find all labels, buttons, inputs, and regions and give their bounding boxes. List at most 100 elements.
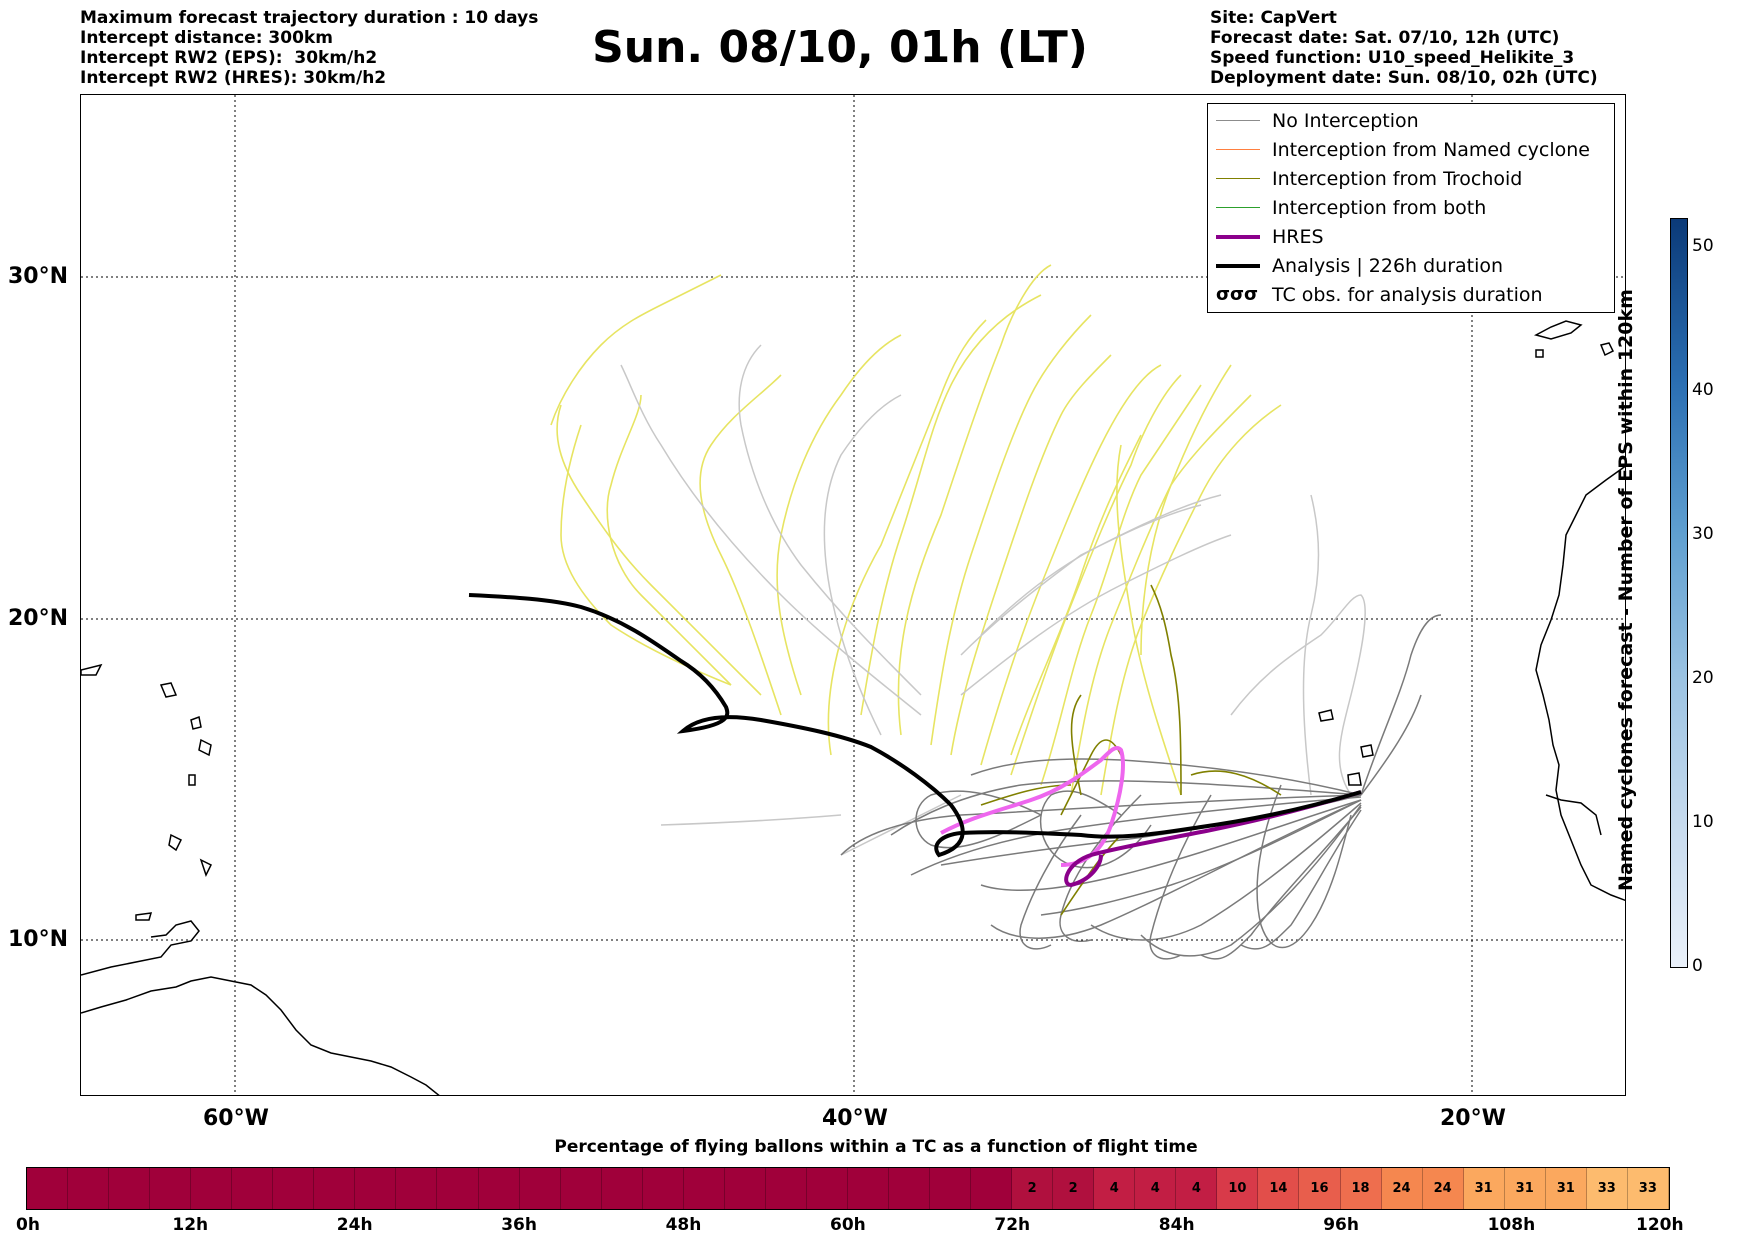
percentage-segment: 31 <box>1545 1168 1587 1209</box>
lat-label-20n: 20°N <box>8 606 69 631</box>
percentage-segment <box>560 1168 602 1209</box>
coastlines <box>81 320 1625 1095</box>
legend-label: Interception from Named cyclone <box>1272 138 1590 161</box>
header-left-line: Intercept RW2 (EPS): 30km/h2 <box>80 48 378 68</box>
legend-item-analysis: Analysis | 226h duration <box>1208 251 1503 280</box>
percentage-segment: 18 <box>1340 1168 1382 1209</box>
percentage-segment: 14 <box>1258 1168 1300 1209</box>
percentage-segment: 31 <box>1463 1168 1505 1209</box>
percentage-segment <box>847 1168 889 1209</box>
legend-item-trochoid: Interception from Trochoid <box>1208 164 1522 193</box>
legend-label: Analysis | 226h duration <box>1272 254 1504 277</box>
legend-item-both: Interception from both <box>1208 193 1486 222</box>
percentage-segment <box>232 1168 274 1209</box>
header-right-info: Site: CapVert Forecast date: Sat. 07/10,… <box>1210 8 1598 88</box>
percentage-segment: 10 <box>1217 1168 1259 1209</box>
map-canvas <box>81 95 1625 1095</box>
coast-caribbean-islands <box>81 663 213 921</box>
percentage-segment <box>519 1168 561 1209</box>
percentage-segment <box>765 1168 807 1209</box>
legend-swatch <box>1216 234 1260 239</box>
coast-africa-detail <box>1545 794 1602 836</box>
hour-label: 48h <box>665 1215 702 1235</box>
legend-item-tc-obs: σσσ TC obs. for analysis duration <box>1208 280 1543 309</box>
percentage-bar-title: Percentage of flying ballons within a TC… <box>554 1137 1198 1157</box>
percentage-segment <box>724 1168 766 1209</box>
percentage-segment: 4 <box>1176 1168 1218 1209</box>
eps-trajectories-no-intercept-light <box>620 344 1366 856</box>
page-title: Sun. 08/10, 01h (LT) <box>592 22 1088 73</box>
legend-label: HRES <box>1272 225 1324 248</box>
percentage-segment: 4 <box>1135 1168 1177 1209</box>
percentage-segment <box>806 1168 848 1209</box>
legend-label: Interception from both <box>1272 196 1487 219</box>
hour-label: 84h <box>1158 1215 1195 1235</box>
percentage-segment <box>273 1168 315 1209</box>
percentage-segment: 2 <box>1053 1168 1095 1209</box>
hour-label: 24h <box>336 1215 373 1235</box>
percentage-segment <box>601 1168 643 1209</box>
lon-label-40w: 40°W <box>822 1106 888 1131</box>
lon-label-20w: 20°W <box>1440 1106 1506 1131</box>
legend-item-named-cyclone: Interception from Named cyclone <box>1208 135 1590 164</box>
header-left-info: Maximum forecast trajectory duration : 1… <box>80 8 538 88</box>
hour-label: 96h <box>1323 1215 1359 1235</box>
percentage-segment <box>396 1168 438 1209</box>
colorbar-tick: 40 <box>1692 380 1714 400</box>
coast-cape-verde <box>1360 744 1374 758</box>
percentage-bar: 2 2 4 4 4 10 14 16 18 24 24 31 31 31 33 33 <box>26 1167 1670 1210</box>
legend-item-no-interception: No Interception <box>1208 106 1419 135</box>
percentage-segment <box>971 1168 1013 1209</box>
legend-swatch <box>1216 178 1260 179</box>
legend-label: Interception from Trochoid <box>1272 167 1523 190</box>
percentage-segment: 16 <box>1299 1168 1341 1209</box>
colorbar-tick: 30 <box>1692 524 1714 544</box>
legend-swatch <box>1216 207 1260 208</box>
coast-canaries <box>1533 320 1583 340</box>
hres-trajectory-light <box>940 746 1125 867</box>
percentage-segment: 2 <box>1012 1168 1054 1209</box>
colorbar-tick: 0 <box>1692 956 1703 976</box>
legend-swatch <box>1216 120 1260 121</box>
percentage-segment <box>478 1168 520 1209</box>
colorbar-tick: 20 <box>1692 668 1714 688</box>
colorbar-tick: 50 <box>1692 236 1714 256</box>
percentage-segment <box>888 1168 931 1209</box>
percentage-segment <box>683 1168 725 1209</box>
percentage-segment: 4 <box>1094 1168 1136 1209</box>
analysis-trajectory <box>468 593 1362 858</box>
coast-canary-island <box>1599 342 1615 357</box>
percentage-segment <box>27 1168 69 1209</box>
eps-trajectories-trochoid-light <box>550 264 1282 796</box>
percentage-segment <box>150 1168 192 1209</box>
percentage-segment: 24 <box>1381 1168 1423 1209</box>
header-left-line: Maximum forecast trajectory duration : 1… <box>80 8 539 28</box>
hour-label: 60h <box>830 1215 866 1235</box>
header-right-line: Speed function: U10_speed_Helikite_3 <box>1210 48 1575 68</box>
header-left-line: Intercept RW2 (HRES): 30km/h2 <box>80 68 387 88</box>
coast-cape-verde <box>1347 772 1362 786</box>
hour-label: 36h <box>501 1215 537 1235</box>
legend-swatch <box>1216 149 1260 150</box>
hour-label: 120h <box>1636 1215 1684 1235</box>
coast-south-america <box>81 976 440 1095</box>
eps-trajectories-trochoid <box>980 584 1282 916</box>
lon-label-60w: 60°W <box>203 1106 269 1131</box>
legend-label: No Interception <box>1272 109 1419 132</box>
percentage-segment <box>68 1168 110 1209</box>
header-right-line: Deployment date: Sun. 08/10, 02h (UTC) <box>1210 68 1598 88</box>
colorbar-tick: 10 <box>1692 812 1714 832</box>
tc-obs-icon: σσσ <box>1216 284 1259 305</box>
header-left-line: Intercept distance: 300km <box>80 28 333 48</box>
eps-trajectories-no-intercept <box>840 614 1442 960</box>
header-right-line: Forecast date: Sat. 07/10, 12h (UTC) <box>1210 28 1560 48</box>
legend-item-hres: HRES <box>1208 222 1324 251</box>
lat-label-10n: 10°N <box>8 927 69 952</box>
percentage-segment: 33 <box>1627 1168 1669 1209</box>
percentage-segment: 31 <box>1504 1168 1546 1209</box>
percentage-segment: 33 <box>1586 1168 1628 1209</box>
header-right-line: Site: CapVert <box>1210 8 1337 28</box>
legend-swatch <box>1216 263 1260 268</box>
hour-label: 0h <box>16 1215 40 1235</box>
colorbar-label: Named cyclones forecast - Number of EPS … <box>1615 289 1637 891</box>
